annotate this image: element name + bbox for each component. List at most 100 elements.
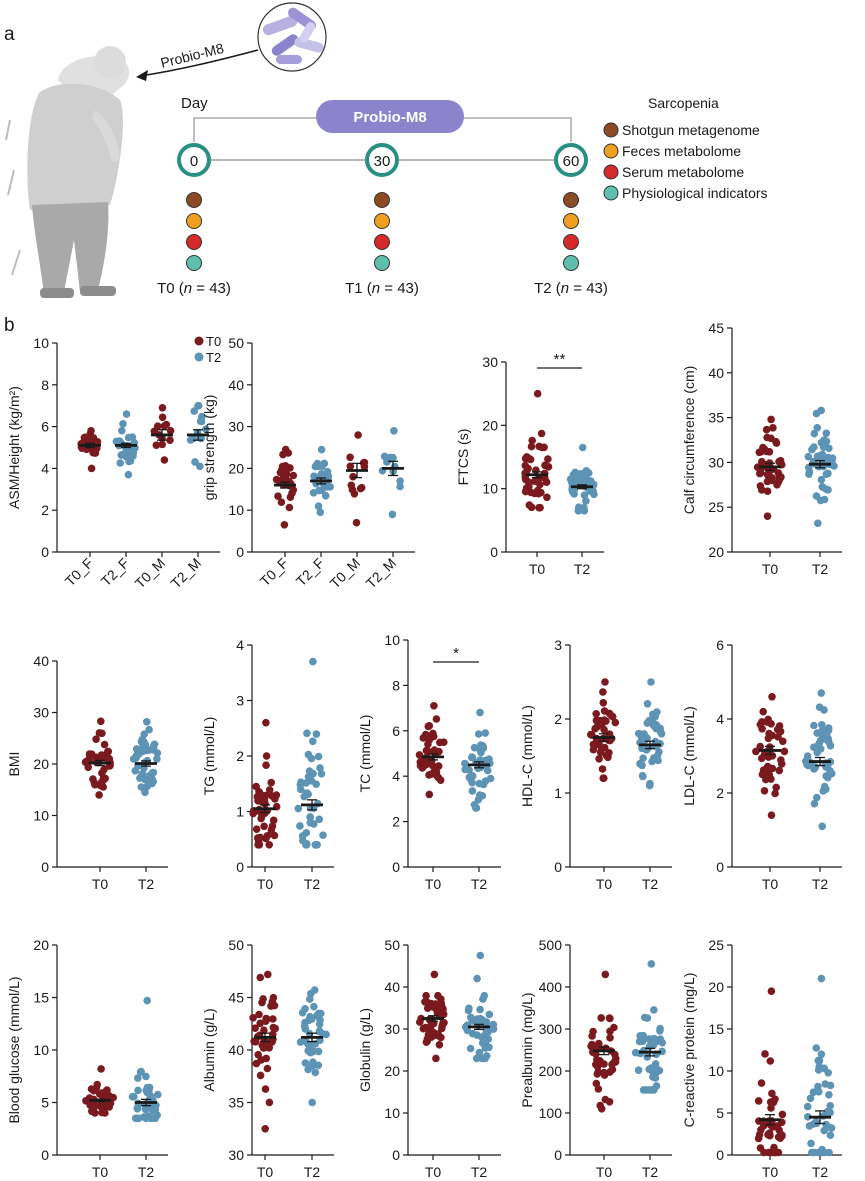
timepoint-day-label: 60 — [563, 153, 580, 170]
data-point — [481, 1044, 490, 1052]
data-point — [759, 707, 767, 716]
data-point — [196, 462, 204, 471]
chart-tc: 0 2 4 6 8 10 TC (mmol/L) T0 T2 * — [357, 632, 501, 892]
significance-label: * — [453, 645, 459, 662]
data-point — [468, 1029, 477, 1038]
data-point — [265, 786, 274, 794]
data-point — [771, 1148, 780, 1157]
data-point — [99, 783, 107, 791]
y-tick-label: 0 — [236, 859, 244, 875]
data-point — [775, 722, 784, 730]
x-tick-label: T2_F — [98, 555, 132, 589]
legend-a: Shotgun metagenome Feces metabolome Serum … — [603, 122, 768, 201]
y-tick-label: 20 — [33, 756, 49, 772]
sample-dot — [186, 192, 202, 208]
data-point — [645, 1086, 654, 1094]
chart-glu: 0 5 10 15 20 Blood glucose (mmol/L) T0 T2 — [6, 937, 168, 1180]
data-point — [263, 1064, 272, 1073]
data-point — [134, 1074, 142, 1082]
y-tick-label: 2 — [41, 502, 49, 518]
data-point — [314, 1047, 323, 1056]
data-point — [763, 512, 772, 520]
y-tick-label: 10 — [33, 808, 49, 824]
data-point — [466, 1044, 475, 1053]
data-point — [768, 1089, 776, 1098]
data-point — [537, 429, 546, 438]
data-point — [764, 1148, 773, 1157]
timepoints: 0 T0 (n = 43) 30 T1 (n = 43) 60 T2 (n = 43) — [157, 143, 608, 297]
data-point — [97, 1100, 105, 1109]
data-point — [312, 780, 321, 788]
supplement-arrow — [139, 49, 259, 77]
data-point — [812, 1044, 821, 1052]
data-point — [807, 1139, 815, 1148]
y-axis-label: ASM/Height (kg/m²) — [6, 386, 22, 509]
data-point — [818, 822, 826, 831]
data-point — [650, 1006, 658, 1014]
data-point — [190, 407, 198, 415]
data-point — [95, 791, 103, 799]
data-point — [316, 508, 325, 517]
y-tick-label: 300 — [539, 1021, 563, 1037]
data-point — [304, 773, 313, 781]
data-point — [352, 518, 361, 527]
x-tick-label: T2 — [471, 876, 488, 892]
data-point — [158, 404, 167, 412]
data-point — [772, 437, 780, 446]
data-point — [256, 1071, 265, 1080]
data-point — [597, 720, 606, 729]
data-point — [260, 822, 268, 831]
data-point — [527, 442, 536, 451]
data-point — [647, 678, 655, 686]
data-point — [768, 693, 776, 701]
sample-dot — [374, 234, 390, 250]
sample-dot — [374, 192, 390, 208]
y-tick-label: 0 — [716, 1147, 724, 1163]
chart-glob: 0 10 20 30 40 50 Globulin (g/L) T0 T2 — [357, 937, 501, 1180]
data-point — [655, 1066, 664, 1075]
data-point — [134, 1086, 142, 1095]
data-point — [440, 1019, 448, 1027]
data-point — [296, 822, 304, 830]
data-point — [646, 779, 654, 788]
data-point — [319, 831, 327, 839]
y-tick-label: 40 — [228, 1042, 244, 1058]
data-point — [289, 471, 298, 480]
sample-dot — [563, 255, 579, 271]
chart-bmi: 0 10 20 30 40 BMI T0 T2 — [6, 653, 168, 892]
data-point — [594, 1068, 602, 1076]
chart-preal: 0 100 200 300 400 500 Prealbumin (mg/L) T0 T2 — [519, 937, 672, 1180]
data-point — [430, 970, 439, 979]
y-tick-label: 30 — [384, 1021, 400, 1037]
sample-dot — [186, 213, 202, 229]
data-point — [537, 488, 545, 497]
data-point — [84, 763, 92, 772]
data-point — [100, 740, 109, 749]
data-point — [434, 1030, 442, 1038]
data-point — [820, 1148, 829, 1157]
x-tick-label: T2 — [812, 561, 829, 577]
data-point — [600, 1068, 608, 1077]
data-point — [810, 443, 818, 451]
y-tick-label: 10 — [33, 335, 49, 351]
data-point — [572, 475, 581, 484]
data-point — [589, 1027, 597, 1036]
data-point — [814, 1082, 822, 1091]
probio-m8-bar — [316, 100, 464, 133]
data-point — [764, 734, 773, 743]
data-point — [543, 493, 551, 502]
x-tick-label: T0 — [92, 1164, 109, 1180]
x-tick-label: T0_F — [62, 555, 96, 589]
y-tick-label: 5 — [41, 1095, 49, 1111]
y-tick-label: 10 — [33, 1042, 49, 1058]
data-point — [610, 1023, 618, 1032]
data-point — [589, 740, 598, 749]
data-point — [812, 1118, 820, 1126]
data-point — [775, 1126, 783, 1134]
y-tick-label: 3 — [236, 693, 244, 709]
data-point — [158, 413, 167, 422]
data-point — [476, 708, 484, 717]
data-point — [642, 746, 651, 754]
data-point — [479, 742, 487, 750]
y-tick-label: 30 — [482, 354, 498, 370]
